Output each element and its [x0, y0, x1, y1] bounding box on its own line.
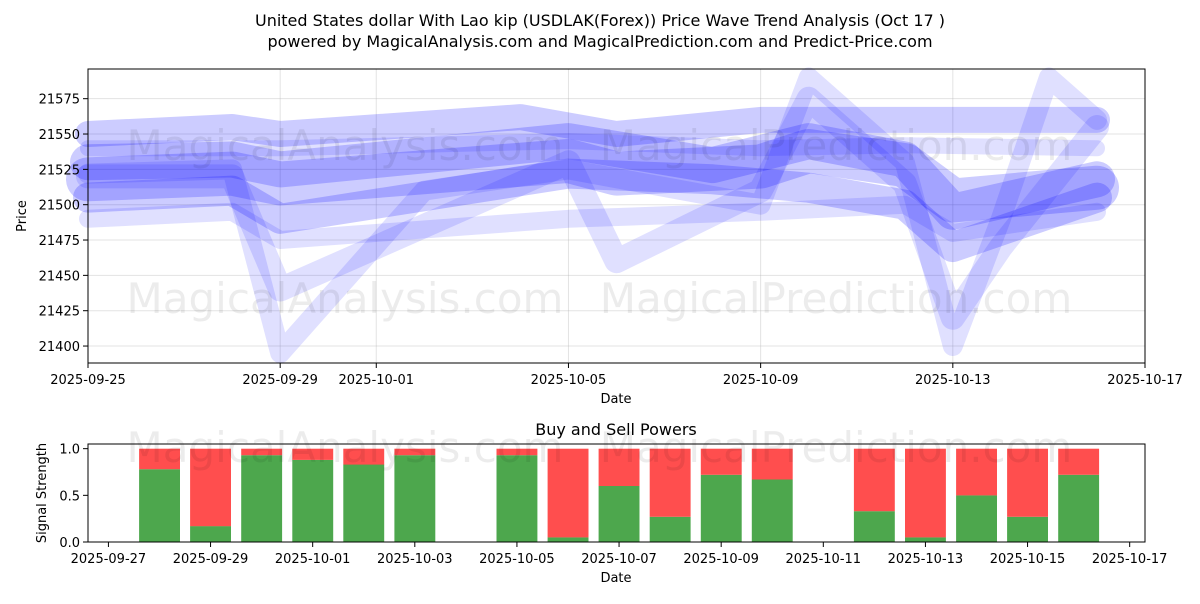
figure-title-line2: powered by MagicalAnalysis.com and Magic… — [267, 32, 932, 51]
buy-sell-y-label: Signal Strength — [35, 443, 50, 543]
buy-sell-y-tick-label: 0.5 — [59, 489, 80, 504]
price-wave-5 — [76, 86, 1109, 330]
buy-sell-x-tick-label: 2025-10-15 — [990, 552, 1066, 567]
price-x-tick-label: 2025-09-29 — [242, 373, 318, 388]
buy-sell-x-ticks: 2025-09-27 2025-09-29 2025-10-01 2025-10-03… — [71, 542, 1168, 567]
price-x-tick-label: 2025-09-25 — [50, 373, 126, 388]
buy-bar — [139, 469, 180, 542]
buy-sell-x-tick-label: 2025-10-05 — [479, 552, 555, 567]
buy-bar — [956, 495, 997, 542]
price-grid — [87, 69, 1146, 363]
buy-sell-x-tick-label: 2025-10-03 — [377, 552, 453, 567]
price-wave-3 — [73, 158, 1112, 263]
sell-bar — [598, 448, 640, 486]
sell-bar — [1007, 448, 1048, 517]
buy-bar — [547, 537, 589, 542]
buy-sell-bars — [139, 448, 1100, 542]
price-wave-1 — [66, 129, 1119, 223]
price-y-tick-label: 21425 — [39, 305, 80, 320]
buy-bar — [394, 455, 436, 542]
price-y-tick-label: 21575 — [39, 93, 80, 108]
buy-bar — [292, 459, 334, 542]
buy-bar — [1007, 516, 1048, 542]
sell-bar — [649, 448, 691, 517]
buy-sell-x-label: Date — [600, 571, 631, 586]
price-y-ticks: 21400 21425 21450 21475 21500 21525 21550 21575 — [39, 93, 88, 355]
buy-sell-axes-frame — [87, 443, 1146, 543]
watermark-top-right-lower: MagicalPrediction.com — [600, 274, 1073, 323]
sell-bar — [394, 448, 436, 456]
price-x-tick-label: 2025-10-13 — [915, 373, 991, 388]
sell-bar — [241, 448, 283, 456]
price-axes-frame — [87, 68, 1146, 364]
buy-sell-y-ticks: 0.0 0.5 1.0 — [59, 443, 88, 551]
buy-bar — [649, 516, 691, 542]
sell-bar — [496, 448, 538, 456]
price-y-tick-label: 21525 — [39, 163, 80, 178]
buy-bar — [190, 526, 231, 542]
sell-bar — [853, 448, 895, 512]
price-wave-7 — [79, 195, 1106, 249]
price-wave-series — [66, 67, 1119, 364]
buy-bar — [751, 479, 793, 542]
watermark-top-right-upper: MagicalPrediction.com — [600, 121, 1073, 170]
buy-sell-x-tick-label: 2025-10-01 — [275, 552, 351, 567]
sell-bar — [190, 448, 231, 527]
price-wave-chart: 2025-09-25 2025-09-29 2025-10-01 2025-10-05… — [15, 67, 1183, 407]
buy-sell-x-tick-label: 2025-09-29 — [173, 552, 249, 567]
price-x-label: Date — [600, 392, 631, 407]
watermark-top-left-upper: MagicalAnalysis.com — [127, 121, 564, 170]
price-wave-8 — [80, 133, 1105, 157]
figure-title-line1: United States dollar With Lao kip (USDLA… — [255, 11, 945, 30]
price-y-tick-label: 21475 — [39, 234, 80, 249]
buy-bar — [496, 455, 538, 542]
buy-sell-x-tick-label: 2025-10-09 — [683, 552, 759, 567]
buy-sell-x-tick-label: 2025-10-11 — [786, 552, 862, 567]
price-x-ticks: 2025-09-25 2025-09-29 2025-10-01 2025-10-05… — [50, 363, 1183, 388]
buy-bar — [853, 511, 895, 542]
buy-sell-y-tick-label: 0.0 — [59, 536, 80, 551]
buy-sell-chart: Buy and Sell Powers 2025-09-27 2025-09-29… — [35, 420, 1167, 586]
buy-sell-x-tick-label: 2025-10-07 — [581, 552, 657, 567]
price-x-tick-label: 2025-10-05 — [531, 373, 607, 388]
buy-bar — [700, 474, 742, 542]
price-x-tick-label: 2025-10-01 — [338, 373, 414, 388]
buy-sell-title: Buy and Sell Powers — [535, 420, 697, 439]
buy-bar — [343, 464, 385, 542]
sell-bar — [343, 448, 385, 465]
buy-sell-x-tick-label: 2025-10-17 — [1092, 552, 1168, 567]
sell-bar — [751, 448, 793, 480]
buy-bar — [598, 486, 640, 542]
watermark-bottom-right: MagicalPrediction.com — [600, 423, 1073, 472]
price-wave-2 — [70, 123, 1115, 230]
sell-bar — [956, 448, 997, 496]
price-x-tick-label: 2025-10-17 — [1107, 373, 1183, 388]
watermark-top-left-lower: MagicalAnalysis.com — [127, 274, 564, 323]
buy-bar — [1058, 474, 1100, 542]
sell-bar — [1058, 448, 1100, 475]
buy-bar — [241, 455, 283, 542]
sell-bar — [700, 448, 742, 475]
buy-sell-y-tick-label: 1.0 — [59, 443, 80, 458]
price-x-tick-label: 2025-10-09 — [723, 373, 799, 388]
buy-bar — [905, 537, 946, 542]
buy-sell-x-tick-label: 2025-10-13 — [888, 552, 964, 567]
watermark-bottom-left: MagicalAnalysis.com — [127, 423, 564, 472]
sell-bar — [139, 448, 180, 470]
price-y-tick-label: 21450 — [39, 269, 80, 284]
sell-bar — [905, 448, 946, 538]
price-y-tick-label: 21500 — [39, 199, 80, 214]
price-wave-6 — [78, 67, 1107, 364]
price-y-tick-label: 21550 — [39, 128, 80, 143]
buy-sell-x-tick-label: 2025-09-27 — [71, 552, 147, 567]
sell-bar — [292, 448, 334, 460]
price-wave-4 — [75, 104, 1110, 147]
price-y-label: Price — [15, 200, 30, 232]
sell-bar — [547, 448, 589, 538]
price-y-tick-label: 21400 — [39, 340, 80, 355]
